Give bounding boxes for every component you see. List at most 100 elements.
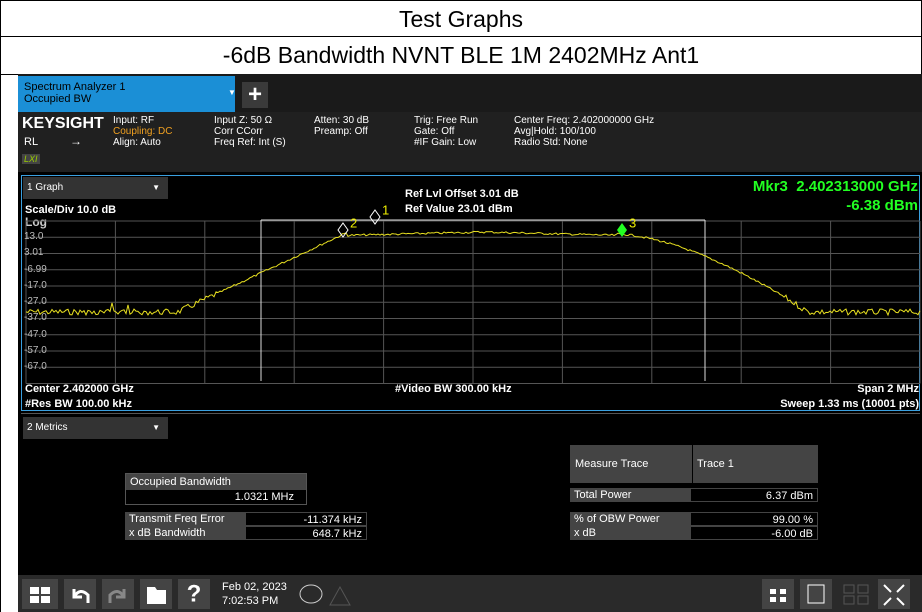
obw-box: Occupied Bandwidth 1.0321 MHz xyxy=(125,473,307,505)
windows-icon xyxy=(30,587,50,603)
scale: Scale/Div 10.0 dB xyxy=(25,204,117,216)
help-icon: ? xyxy=(187,580,202,607)
screen: Spectrum Analyzer 1 Occupied BW ▼ + KEYS… xyxy=(18,74,922,612)
marker-diamond xyxy=(617,223,627,237)
windows-button[interactable] xyxy=(22,579,58,609)
marker-label: 1 xyxy=(382,202,389,217)
ref-value: Ref Value 23.01 dBm xyxy=(405,203,513,215)
marker-diamond xyxy=(337,222,349,238)
trace-value: Trace 1 xyxy=(692,445,823,483)
status-item: Center Freq: 2.402000000 GHz xyxy=(514,115,655,126)
status-item: Gate: Off xyxy=(414,126,455,137)
status-item: #IF Gain: Low xyxy=(414,137,477,148)
row-label: Total Power xyxy=(570,488,690,502)
status-item: Avg|Hold: 100/100 xyxy=(514,126,596,137)
folder-icon xyxy=(147,587,166,604)
brand: KEYSIGHT xyxy=(22,115,104,132)
chat-icon[interactable] xyxy=(299,584,323,604)
metrics-label: 2 Metrics xyxy=(27,422,68,433)
status-item: Trig: Free Run xyxy=(414,115,479,126)
row-label: x dB Bandwidth xyxy=(125,526,245,540)
status-col: Center Freq: 2.402000000 GHz Avg|Hold: 10… xyxy=(514,115,654,148)
row-value: 6.37 dBm xyxy=(690,488,818,502)
metrics-selector[interactable]: 2 Metrics ▼ xyxy=(23,417,168,439)
res-bw: #Res BW 100.00 kHz xyxy=(25,398,132,410)
y-label: -57.0 xyxy=(24,344,47,356)
row-value: -6.00 dB xyxy=(690,526,818,540)
status-col: Input Z: 50 Ω Corr CCorr Freq Ref: Int (S) xyxy=(214,115,286,148)
add-tab[interactable]: + xyxy=(242,82,268,108)
y-label: -6.99 xyxy=(24,263,47,275)
time: 7:02:53 PM xyxy=(222,595,278,607)
marker-label: 3 xyxy=(629,215,636,230)
table-row: % of OBW Power 99.00 % xyxy=(570,512,818,526)
status-col: Trig: Free Run Gate: Off #IF Gain: Low xyxy=(414,115,478,148)
grid xyxy=(25,220,921,384)
status-item: Align: Auto xyxy=(113,137,161,148)
tab-line1: Spectrum Analyzer 1 xyxy=(24,81,126,93)
date: Feb 02, 2023 xyxy=(222,581,287,593)
row-label: % of OBW Power xyxy=(570,512,690,526)
table-row: Transmit Freq Error -11.374 kHz xyxy=(125,512,367,526)
trace xyxy=(25,230,921,317)
marker-level: -6.38 dBm xyxy=(846,197,918,214)
touch-button[interactable] xyxy=(800,579,832,609)
tab-arrow[interactable]: ▼ xyxy=(228,88,236,97)
multi-window-icon xyxy=(843,584,869,605)
dropdown-arrow: ▼ xyxy=(152,183,160,192)
status-item: Atten: 30 dB xyxy=(314,115,370,126)
status-col: Input: RF Coupling: DC Align: Auto xyxy=(113,115,172,148)
spectrum: 2 1 3 xyxy=(25,202,921,384)
touch-icon xyxy=(807,584,825,604)
row-label: Transmit Freq Error xyxy=(125,512,245,526)
undo-icon xyxy=(72,589,90,603)
fullscreen-icon xyxy=(883,584,905,606)
status-item: Preamp: Off xyxy=(314,126,368,137)
graph-label: 1 Graph xyxy=(27,182,64,193)
undo-button[interactable] xyxy=(64,579,96,609)
obw-bracket xyxy=(260,219,706,381)
row-value: 648.7 kHz xyxy=(245,526,367,540)
status-item: Input: RF xyxy=(113,115,155,126)
status-item: Radio Std: None xyxy=(514,137,588,148)
table-row: x dB -6.00 dB xyxy=(570,526,818,540)
title-row: Test Graphs xyxy=(0,0,922,37)
obw-label: Occupied Bandwidth xyxy=(126,474,306,490)
sweep: Sweep 1.33 ms (10001 pts) xyxy=(780,398,919,410)
status-bar xyxy=(18,112,922,172)
graph-selector[interactable]: 1 Graph ▼ xyxy=(23,177,168,199)
obw-value: 1.0321 MHz xyxy=(234,491,294,503)
table-row: x dB Bandwidth 648.7 kHz xyxy=(125,526,367,540)
redo-button[interactable] xyxy=(102,579,134,609)
status-item: Input Z: 50 Ω xyxy=(214,115,273,126)
metrics-window xyxy=(21,413,920,576)
status-item: Corr CCorr xyxy=(214,126,263,137)
help-button[interactable] xyxy=(178,579,210,609)
fullscreen-button[interactable] xyxy=(878,579,910,609)
y-label: -17.0 xyxy=(24,279,47,291)
row-value: 99.00 % xyxy=(690,512,818,526)
taskbar-icons: ? Feb 02, 2023 7:02:53 PM xyxy=(22,579,910,609)
y-label: 13.0 xyxy=(24,231,44,242)
trace-label: Measure Trace xyxy=(575,458,649,470)
mode: RL xyxy=(24,136,39,148)
marker-diamond xyxy=(369,209,381,225)
y-label: 3.01 xyxy=(24,247,44,259)
layout-button[interactable] xyxy=(762,579,794,609)
video-bw: #Video BW 300.00 kHz xyxy=(395,383,512,395)
status-item: Freq Ref: Int (S) xyxy=(214,137,286,148)
y-label: -67.0 xyxy=(24,361,47,372)
table-row: Total Power 6.37 dBm xyxy=(570,488,818,502)
row-label: x dB xyxy=(570,526,690,540)
arrow-icon: → xyxy=(70,134,82,148)
span: Span 2 MHz xyxy=(857,383,919,395)
tab-line2: Occupied BW xyxy=(24,93,92,105)
tab[interactable]: Spectrum Analyzer 1 Occupied BW xyxy=(18,76,235,112)
status-item: Coupling: DC xyxy=(113,126,173,137)
lxi: LXI xyxy=(22,154,40,164)
center: Center 2.402000 GHz xyxy=(25,383,134,395)
warning-icon xyxy=(329,585,351,606)
trace-header: Measure Trace Trace 1 xyxy=(570,445,818,483)
dropdown-arrow: ▼ xyxy=(152,423,160,432)
